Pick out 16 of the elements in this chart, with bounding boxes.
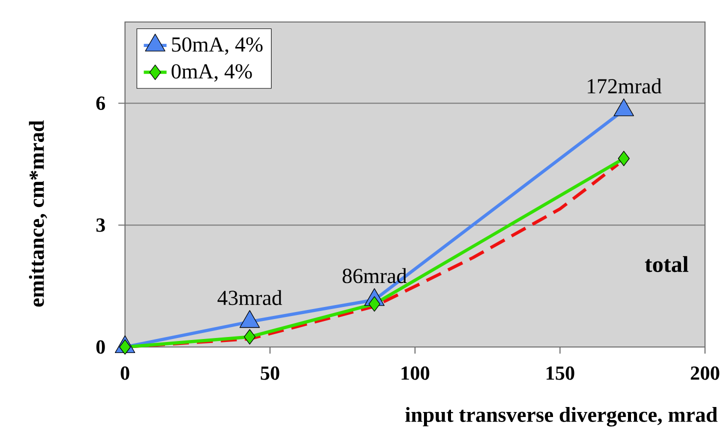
x-tick-label: 50: [260, 366, 280, 380]
legend-label: 50mA, 4%: [172, 37, 263, 55]
legend-label: 0mA, 4%: [172, 64, 252, 82]
y-axis-title: emittance, cm*mrad: [28, 120, 48, 307]
x-tick-label: 100: [402, 366, 430, 380]
x-tick-label: 150: [546, 366, 574, 380]
annotation: 43mrad: [218, 290, 282, 306]
x-tick-label: 0: [120, 366, 130, 380]
x-tick-label: 200: [690, 366, 720, 380]
y-tick-label: 3: [96, 218, 105, 232]
annotation: 86mrad: [342, 268, 407, 284]
x-axis-title: input transverse divergence, mrad: [405, 406, 718, 426]
y-tick-label: 6: [96, 96, 106, 110]
annotation: total: [644, 256, 688, 272]
y-tick-label: 0: [96, 340, 105, 354]
annotation: 172mrad: [588, 78, 662, 94]
